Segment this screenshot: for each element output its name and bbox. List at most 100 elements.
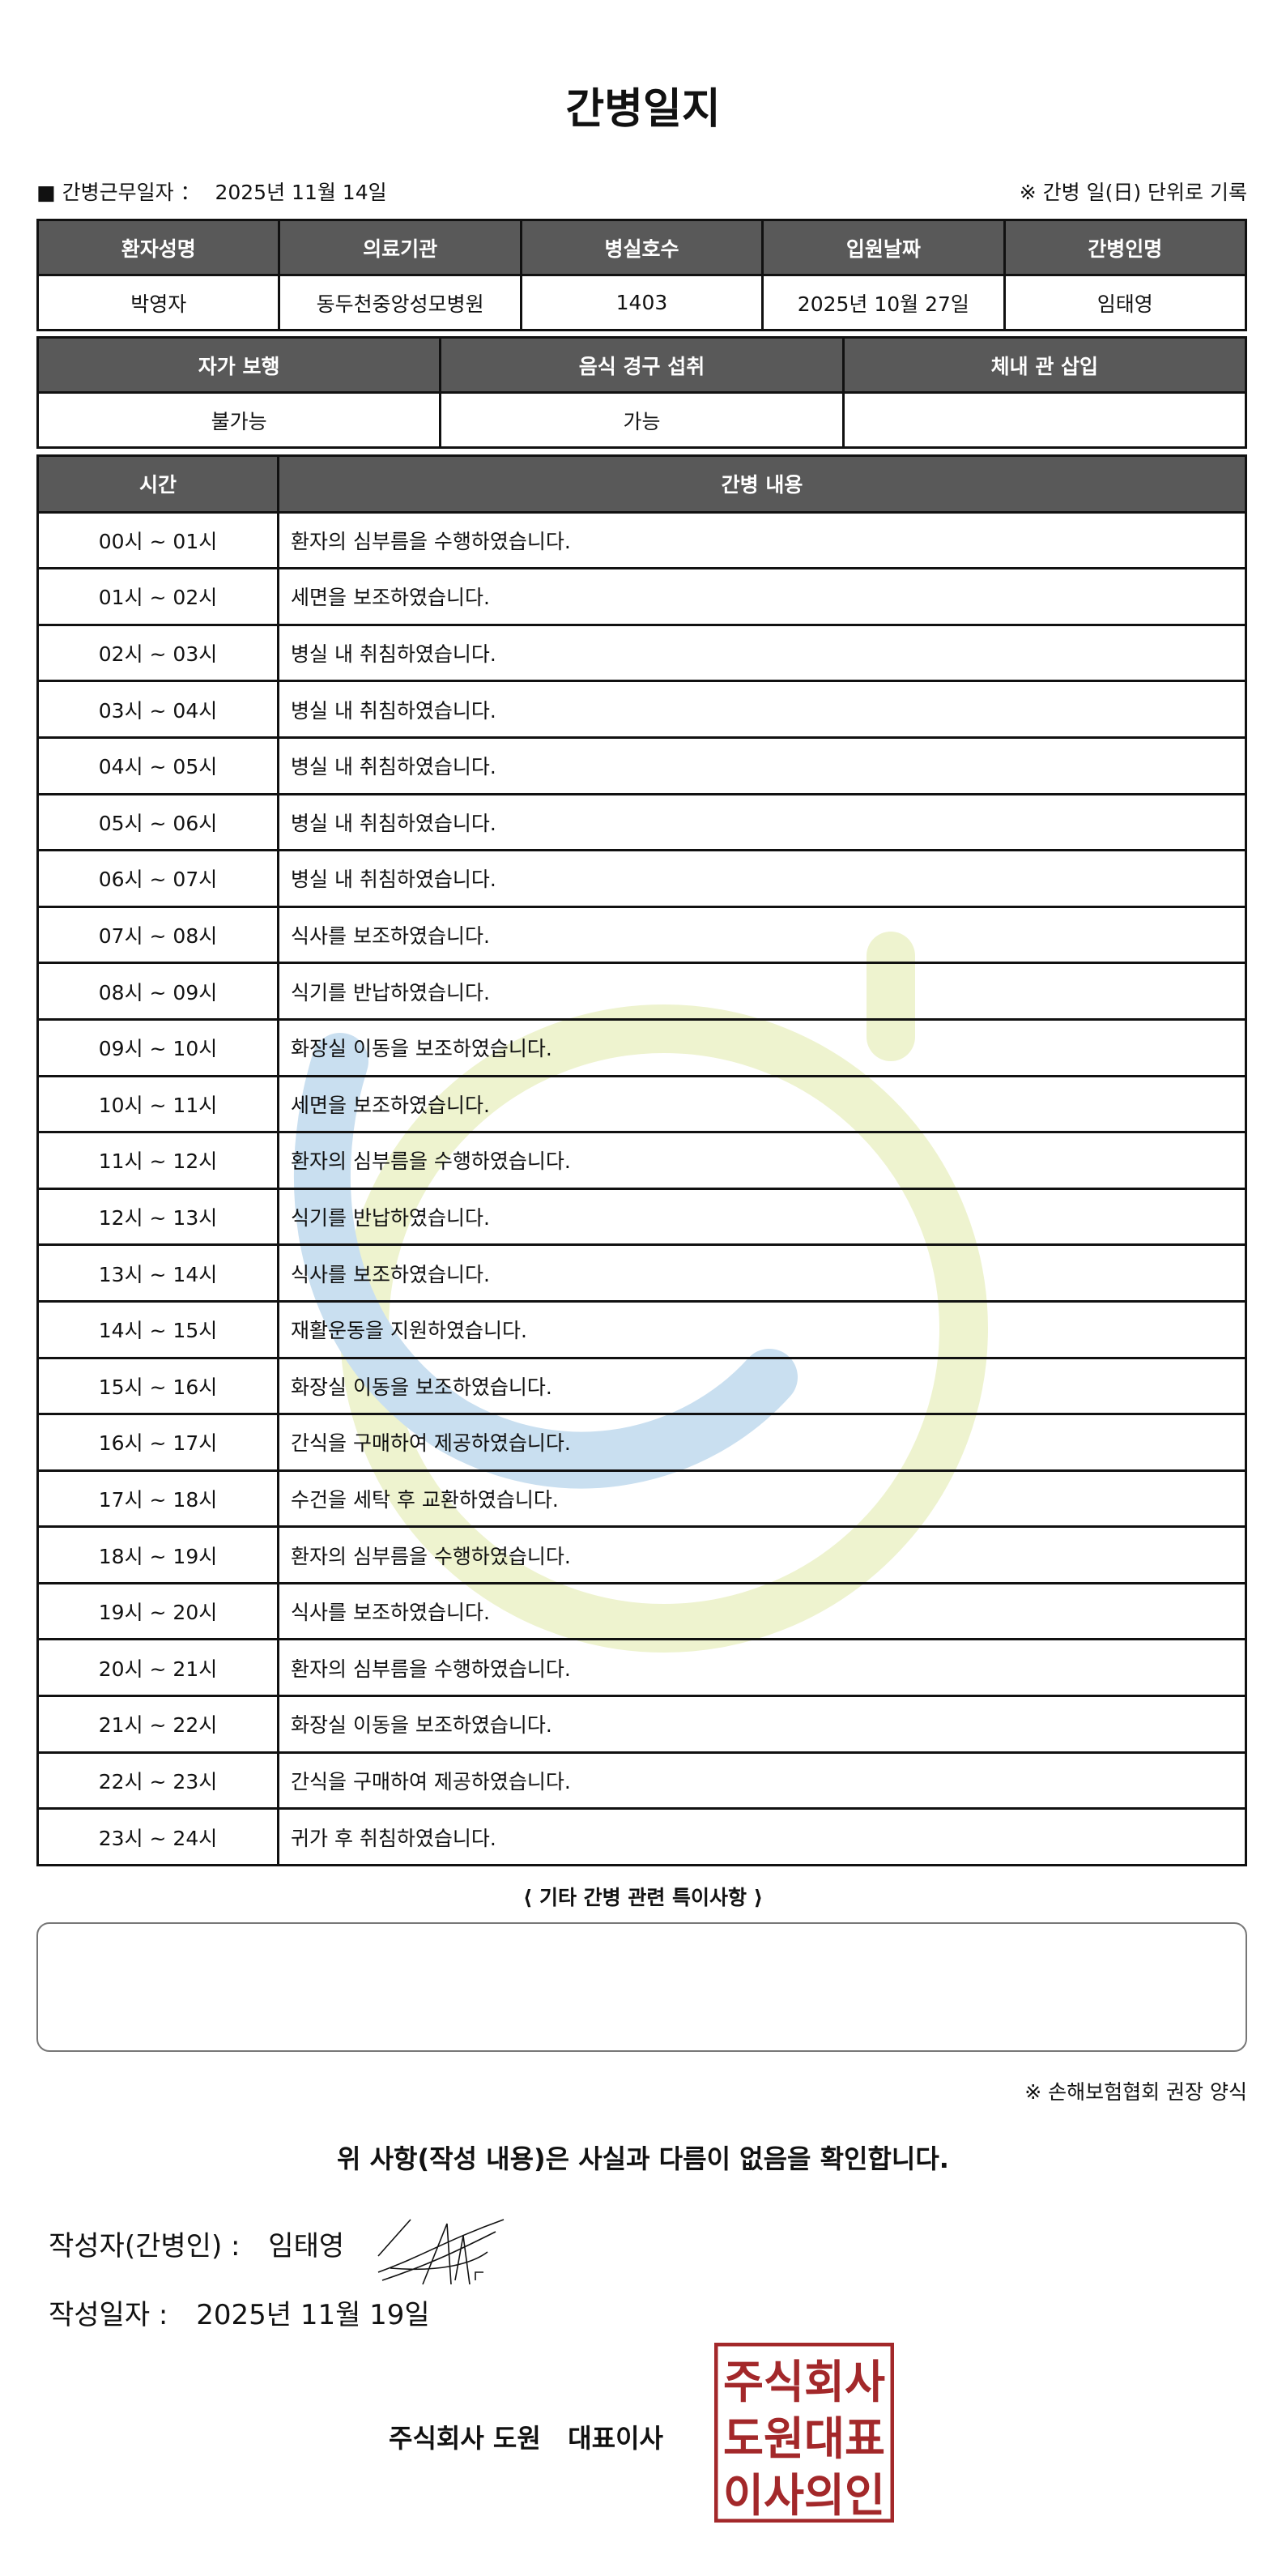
status-table: 자가 보행 음식 경구 섭취 체내 관 삽입 불가능 가능 — [36, 336, 1248, 449]
care-content-cell: 귀가 후 취침하였습니다. — [277, 1807, 1247, 1866]
time-cell: 19시 ~ 20시 — [36, 1581, 279, 1641]
care-content-cell: 세면을 보조하였습니다. — [277, 567, 1247, 626]
written-date-line: 작성일자 : 2025년 11월 19일 — [49, 2292, 430, 2332]
time-cell: 08시 ~ 09시 — [36, 962, 279, 1021]
seal-line-1: 주식회사 — [723, 2356, 885, 2409]
care-content-cell: 환자의 심부름을 수행하였습니다. — [277, 1525, 1247, 1584]
patient-info-cell: 임태영 — [1003, 274, 1248, 331]
care-content-cell: 병실 내 취침하였습니다. — [277, 792, 1247, 852]
signature — [377, 2219, 505, 2285]
time-cell: 11시 ~ 12시 — [36, 1131, 279, 1190]
table-row: 15시 ~ 16시 화장실 이동을 보조하였습니다. — [36, 1356, 1247, 1416]
time-cell: 21시 ~ 22시 — [36, 1695, 279, 1754]
time-cell: 17시 ~ 18시 — [36, 1469, 279, 1529]
time-cell: 22시 ~ 23시 — [36, 1751, 279, 1810]
column-header: 환자성명 — [36, 219, 281, 276]
time-cell: 05시 ~ 06시 — [36, 792, 279, 852]
table-row: 00시 ~ 01시 환자의 심부름을 수행하였습니다. — [36, 510, 1247, 570]
time-cell: 02시 ~ 03시 — [36, 623, 279, 683]
recommendation-note: ※ 손해보험협회 권장 양식 — [1024, 2080, 1247, 2104]
time-cell: 15시 ~ 16시 — [36, 1356, 279, 1416]
care-content-cell: 화장실 이동을 보조하였습니다. — [277, 1017, 1247, 1077]
patient-info-cell: 1403 — [519, 274, 764, 331]
seal-line-3: 이사의인 — [723, 2470, 885, 2523]
status-cell — [841, 391, 1248, 449]
work-date-label: ■ 간병근무일자 ： — [36, 181, 201, 204]
time-cell: 07시 ~ 08시 — [36, 905, 279, 965]
care-content-cell: 환자의 심부름을 수행하였습니다. — [277, 1131, 1247, 1190]
time-cell: 03시 ~ 04시 — [36, 680, 279, 739]
table-row: 23시 ~ 24시 귀가 후 취침하였습니다. — [36, 1807, 1247, 1866]
table-row: 05시 ~ 06시 병실 내 취침하였습니다. — [36, 792, 1247, 852]
care-content-cell: 식사를 보조하였습니다. — [277, 905, 1247, 965]
column-header: 병실호수 — [519, 219, 764, 276]
table-row: 22시 ~ 23시 간식을 구매하여 제공하였습니다. — [36, 1751, 1247, 1810]
column-header: 간병인명 — [1003, 219, 1248, 276]
time-cell: 13시 ~ 14시 — [36, 1243, 279, 1303]
time-cell: 20시 ~ 21시 — [36, 1638, 279, 1698]
care-content-cell: 간식을 구매하여 제공하였습니다. — [277, 1413, 1247, 1472]
table-row: 10시 ~ 11시 세면을 보조하였습니다. — [36, 1074, 1247, 1134]
care-content-cell: 재활운동을 지원하였습니다. — [277, 1299, 1247, 1359]
column-header: 음식 경구 섭취 — [439, 336, 845, 394]
record-note: ※ 간병 일(日) 단위로 기록 — [1019, 181, 1247, 204]
time-cell: 01시 ~ 02시 — [36, 567, 279, 626]
table-row: 20시 ~ 21시 환자의 심부름을 수행하였습니다. — [36, 1638, 1247, 1698]
care-content-cell: 식사를 보조하였습니다. — [277, 1243, 1247, 1303]
work-date-value: 2025년 11월 14일 — [215, 181, 387, 204]
time-cell: 09시 ~ 10시 — [36, 1017, 279, 1077]
care-content-cell: 환자의 심부름을 수행하였습니다. — [277, 510, 1247, 570]
seal-line-2: 도원대표 — [723, 2413, 885, 2466]
table-row: 06시 ~ 07시 병실 내 취침하였습니다. — [36, 849, 1247, 908]
column-header: 시간 — [36, 454, 279, 514]
care-content-cell: 환자의 심부름을 수행하였습니다. — [277, 1638, 1247, 1698]
company-seal: 주식회사 도원대표 이사의인 — [714, 2343, 894, 2523]
table-row: 13시 ~ 14시 식사를 보조하였습니다. — [36, 1243, 1247, 1303]
care-content-cell: 화장실 이동을 보조하였습니다. — [277, 1356, 1247, 1416]
time-cell: 18시 ~ 19시 — [36, 1525, 279, 1584]
page-title: 간병일지 — [565, 85, 721, 134]
table-row: 21시 ~ 22시 화장실 이동을 보조하였습니다. — [36, 1695, 1247, 1754]
table-row: 04시 ~ 05시 병실 내 취침하였습니다. — [36, 736, 1247, 795]
patient-info-cell: 박영자 — [36, 274, 281, 331]
column-header: 의료기관 — [278, 219, 522, 276]
care-content-cell: 수건을 세탁 후 교환하였습니다. — [277, 1469, 1247, 1529]
care-content-cell: 세면을 보조하였습니다. — [277, 1074, 1247, 1134]
table-row: 19시 ~ 20시 식사를 보조하였습니다. — [36, 1581, 1247, 1641]
confirmation-statement: 위 사항(작성 내용)은 사실과 다름이 없음을 확인합니다. — [337, 2143, 949, 2174]
patient-info-cell: 2025년 10월 27일 — [761, 274, 1006, 331]
time-cell: 23시 ~ 24시 — [36, 1807, 279, 1866]
table-row: 18시 ~ 19시 환자의 심부름을 수행하였습니다. — [36, 1525, 1247, 1584]
care-content-cell: 병실 내 취침하였습니다. — [277, 680, 1247, 739]
time-cell: 10시 ~ 11시 — [36, 1074, 279, 1134]
special-notes-box — [36, 1922, 1247, 2052]
work-date: ■ 간병근무일자 ： 2025년 11월 14일 — [36, 177, 387, 206]
table-row: 02시 ~ 03시 병실 내 취침하였습니다. — [36, 623, 1247, 683]
time-cell: 06시 ~ 07시 — [36, 849, 279, 908]
special-notes-title: ⟨ 기타 간병 관련 특이사항 ⟩ — [522, 1886, 764, 1909]
time-cell: 14시 ~ 15시 — [36, 1299, 279, 1359]
author-name: 임태영 — [268, 2230, 345, 2263]
care-content-cell: 병실 내 취침하였습니다. — [277, 736, 1247, 795]
company-name: 주식회사 도원 대표이사 — [389, 2423, 663, 2454]
table-row: 03시 ~ 04시 병실 내 취침하였습니다. — [36, 680, 1247, 739]
care-content-cell: 병실 내 취침하였습니다. — [277, 849, 1247, 908]
care-content-cell: 간식을 구매하여 제공하였습니다. — [277, 1751, 1247, 1810]
care-content-cell: 화장실 이동을 보조하였습니다. — [277, 1695, 1247, 1754]
status-cell: 가능 — [439, 391, 845, 449]
time-cell: 00시 ~ 01시 — [36, 510, 279, 570]
table-row: 07시 ~ 08시 식사를 보조하였습니다. — [36, 905, 1247, 965]
table-row: 12시 ~ 13시 식기를 반납하였습니다. — [36, 1187, 1247, 1247]
written-date-label: 작성일자 : — [49, 2299, 168, 2331]
care-log-table: 시간 간병 내용 00시 ~ 01시 환자의 심부름을 수행하였습니다. 01시 ~ … — [36, 454, 1247, 1866]
time-cell: 16시 ~ 17시 — [36, 1413, 279, 1472]
table-row: 17시 ~ 18시 수건을 세탁 후 교환하였습니다. — [36, 1469, 1247, 1529]
table-row: 08시 ~ 09시 식기를 반납하였습니다. — [36, 962, 1247, 1021]
patient-info-cell: 동두천중앙성모병원 — [278, 274, 522, 331]
column-header: 입원날짜 — [761, 219, 1006, 276]
column-header: 자가 보행 — [36, 336, 442, 394]
table-row: 09시 ~ 10시 화장실 이동을 보조하였습니다. — [36, 1017, 1247, 1077]
written-date-value: 2025년 11월 19일 — [196, 2299, 430, 2331]
time-cell: 04시 ~ 05시 — [36, 736, 279, 795]
